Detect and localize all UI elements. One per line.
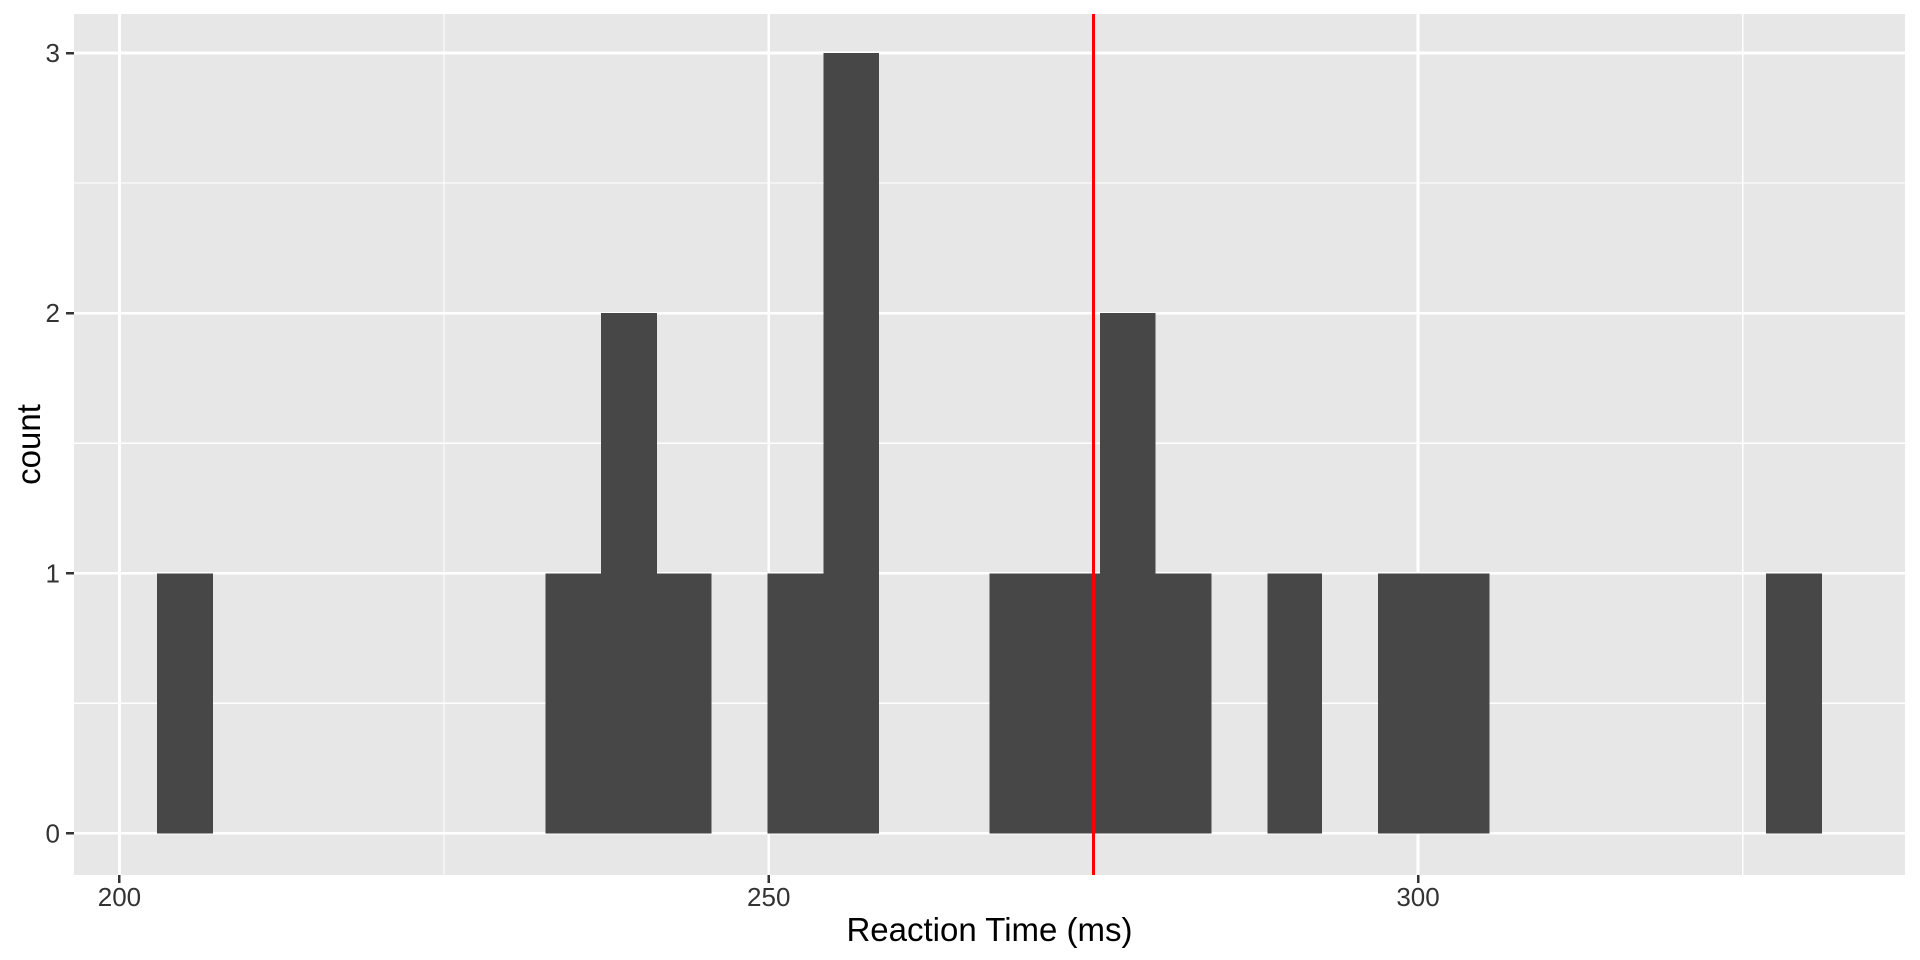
y-tick-label: 2	[46, 298, 60, 328]
histogram-bar	[1267, 573, 1322, 834]
histogram-bar	[657, 573, 712, 834]
x-tick-label: 250	[747, 882, 790, 912]
histogram-bar	[545, 573, 602, 834]
y-axis-title: count	[9, 404, 47, 485]
histogram-bar	[1433, 573, 1490, 834]
histogram-bar	[1377, 573, 1434, 834]
histogram-bar	[989, 573, 1046, 834]
histogram-bar	[767, 573, 824, 834]
histogram-bar	[601, 313, 658, 834]
histogram-bar	[1045, 573, 1100, 834]
histogram-bar	[157, 573, 213, 834]
y-axis-title-wrap: count	[0, 14, 56, 875]
histogram-bar	[823, 53, 880, 834]
x-tick-label: 200	[98, 882, 141, 912]
histogram-bar	[1155, 573, 1212, 834]
x-tick-label: 300	[1396, 882, 1439, 912]
x-axis-title: Reaction Time (ms)	[846, 911, 1133, 948]
y-tick-label: 0	[46, 818, 60, 848]
y-tick-label: 3	[46, 38, 60, 68]
histogram-bar	[1766, 573, 1822, 834]
y-tick-label: 1	[46, 558, 60, 588]
histogram-bar	[1099, 313, 1156, 834]
